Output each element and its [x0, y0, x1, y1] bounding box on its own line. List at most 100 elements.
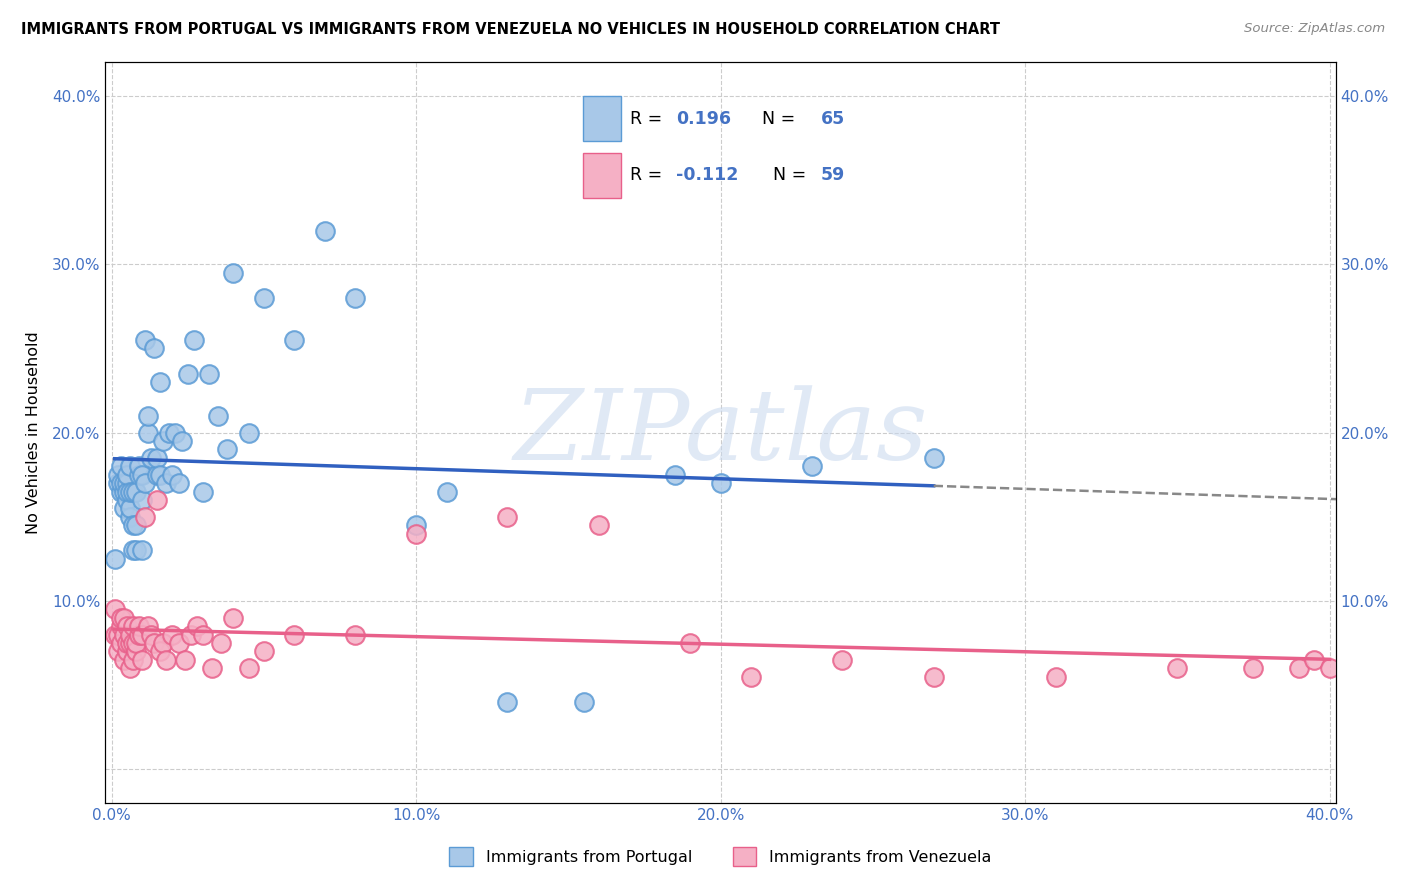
Point: [496, 509, 519, 524]
Point: [162, 467, 184, 482]
Point: [201, 661, 224, 675]
Point: [115, 619, 138, 633]
Point: [107, 476, 129, 491]
Point: [131, 627, 153, 641]
Point: [149, 467, 172, 482]
Point: [115, 484, 138, 499]
Point: [143, 342, 166, 356]
Point: [283, 333, 305, 347]
Point: [131, 467, 153, 482]
Point: [103, 627, 125, 641]
Point: [128, 627, 150, 641]
Point: [125, 484, 148, 499]
Point: [157, 425, 180, 440]
Point: [496, 695, 519, 709]
Point: [110, 476, 132, 491]
Point: [131, 492, 153, 507]
Point: [1303, 653, 1326, 667]
Point: [107, 627, 129, 641]
Point: [314, 224, 336, 238]
Point: [146, 492, 169, 507]
Point: [103, 602, 125, 616]
Point: [180, 627, 202, 641]
Point: [253, 291, 276, 305]
Point: [209, 636, 232, 650]
Point: [167, 636, 190, 650]
Point: [186, 619, 208, 633]
Point: [118, 484, 141, 499]
Point: [405, 518, 427, 533]
Point: [155, 653, 177, 667]
Point: [191, 627, 214, 641]
Point: [121, 653, 143, 667]
Text: ZIPatlas: ZIPatlas: [513, 385, 928, 480]
Point: [131, 653, 153, 667]
Point: [143, 636, 166, 650]
Point: [134, 509, 156, 524]
Point: [152, 434, 174, 448]
Point: [831, 653, 853, 667]
Point: [152, 636, 174, 650]
Point: [183, 333, 205, 347]
Point: [134, 333, 156, 347]
Point: [664, 467, 686, 482]
Point: [118, 501, 141, 516]
Point: [115, 644, 138, 658]
Point: [110, 459, 132, 474]
Point: [207, 409, 229, 423]
Point: [344, 627, 367, 641]
Point: [112, 627, 135, 641]
Point: [136, 425, 159, 440]
Point: [217, 442, 239, 457]
Point: [155, 476, 177, 491]
Point: [115, 467, 138, 482]
Point: [679, 636, 702, 650]
Point: [222, 266, 245, 280]
Point: [176, 367, 198, 381]
Point: [162, 627, 184, 641]
Point: [121, 619, 143, 633]
Point: [710, 476, 733, 491]
Point: [344, 291, 367, 305]
Point: [167, 476, 190, 491]
Point: [1243, 661, 1265, 675]
Point: [121, 636, 143, 650]
Point: [588, 518, 610, 533]
Point: [110, 636, 132, 650]
Point: [139, 627, 162, 641]
Point: [136, 409, 159, 423]
Point: [121, 518, 143, 533]
Point: [1045, 670, 1067, 684]
Point: [112, 611, 135, 625]
Point: [740, 670, 762, 684]
Point: [128, 467, 150, 482]
Text: Source: ZipAtlas.com: Source: ZipAtlas.com: [1244, 22, 1385, 36]
Point: [173, 653, 195, 667]
Point: [922, 670, 945, 684]
Legend: Immigrants from Portugal, Immigrants from Venezuela: Immigrants from Portugal, Immigrants fro…: [443, 840, 998, 872]
Point: [118, 661, 141, 675]
Y-axis label: No Vehicles in Household: No Vehicles in Household: [25, 331, 41, 534]
Point: [112, 476, 135, 491]
Point: [165, 425, 187, 440]
Point: [107, 644, 129, 658]
Point: [198, 367, 221, 381]
Point: [238, 425, 260, 440]
Point: [125, 644, 148, 658]
Point: [125, 636, 148, 650]
Point: [1319, 661, 1341, 675]
Point: [125, 543, 148, 558]
Point: [115, 476, 138, 491]
Point: [107, 467, 129, 482]
Point: [572, 695, 595, 709]
Point: [110, 619, 132, 633]
Text: IMMIGRANTS FROM PORTUGAL VS IMMIGRANTS FROM VENEZUELA NO VEHICLES IN HOUSEHOLD C: IMMIGRANTS FROM PORTUGAL VS IMMIGRANTS F…: [21, 22, 1000, 37]
Point: [128, 619, 150, 633]
Point: [110, 611, 132, 625]
Point: [146, 467, 169, 482]
Point: [405, 526, 427, 541]
Point: [118, 509, 141, 524]
Point: [134, 476, 156, 491]
Point: [191, 484, 214, 499]
Point: [222, 611, 245, 625]
